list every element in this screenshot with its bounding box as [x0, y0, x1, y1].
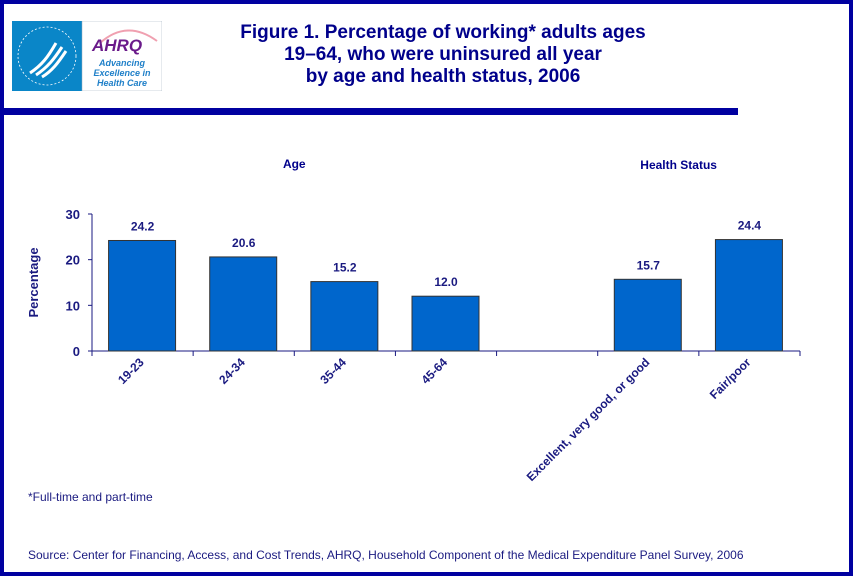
group-label-age: Age	[283, 157, 306, 171]
x-tick-label: 19-23	[115, 355, 147, 387]
y-tick-label: 0	[73, 344, 80, 359]
data-label: 15.2	[333, 261, 357, 275]
x-tick-label: Fair/poor	[707, 355, 754, 402]
ahrq-logo: AHRQ Advancing Excellence in Health Care	[12, 21, 162, 91]
title-line: Figure 1. Percentage of working* adults …	[240, 22, 646, 43]
data-label: 24.2	[131, 219, 155, 233]
svg-text:Advancing: Advancing	[98, 58, 146, 68]
source-note: Source: Center for Financing, Access, an…	[28, 548, 744, 562]
y-tick-label: 20	[66, 253, 80, 268]
x-tick-label: 35-44	[317, 355, 349, 387]
y-tick-label: 10	[66, 298, 80, 313]
footnote: *Full-time and part-time	[28, 490, 153, 504]
data-label: 24.4	[738, 219, 762, 233]
bar	[108, 239, 177, 352]
x-tick-label: Excellent, very good, or good	[524, 355, 653, 484]
svg-text:Excellence in: Excellence in	[93, 68, 151, 78]
bar	[714, 239, 783, 352]
data-label: 12.0	[434, 275, 458, 289]
data-label: 20.6	[232, 236, 256, 250]
data-label: 15.7	[637, 258, 661, 272]
chart-title: Figure 1. Percentage of working* adults …	[200, 22, 686, 88]
title-line: 19–64, who were uninsured all year	[284, 44, 602, 65]
group-label-health-status: Health Status	[640, 158, 717, 172]
header-divider	[4, 108, 738, 115]
x-tick-label: 45-64	[419, 355, 451, 387]
svg-text:Health Care: Health Care	[97, 78, 147, 88]
y-tick-label: 30	[66, 207, 80, 222]
bar	[209, 256, 278, 352]
bar	[310, 281, 379, 352]
bar	[613, 278, 682, 352]
y-axis-label: Percentage	[26, 247, 41, 317]
x-tick-label: 24-34	[216, 355, 248, 387]
title-line: by age and health status, 2006	[305, 66, 581, 87]
bar	[411, 295, 480, 352]
svg-text:AHRQ: AHRQ	[91, 36, 142, 55]
